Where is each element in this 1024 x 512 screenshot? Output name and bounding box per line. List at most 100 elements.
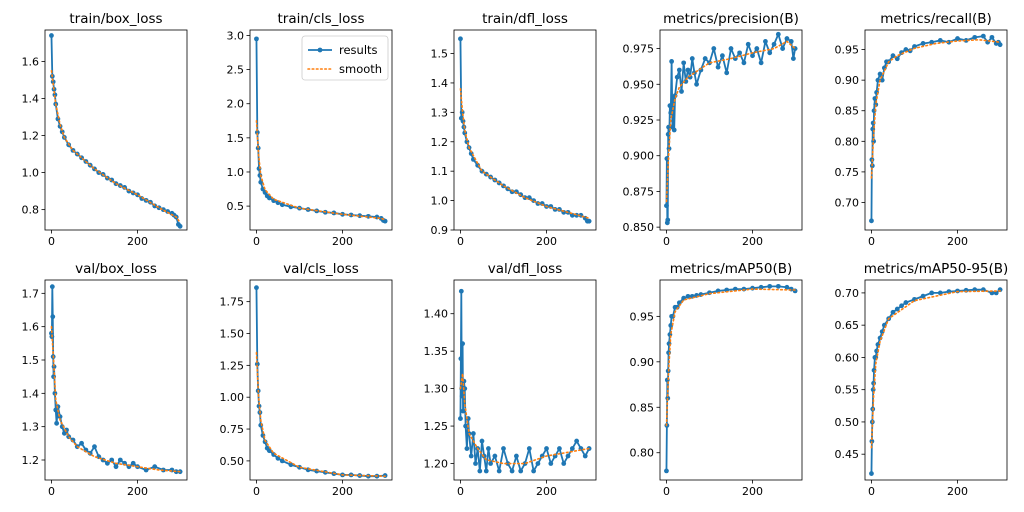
x-tick-label: 200 [332, 235, 353, 248]
results-point [117, 457, 123, 463]
results-point [468, 453, 474, 459]
results-line [50, 285, 181, 473]
results-point [715, 64, 721, 70]
results-point [664, 203, 669, 209]
results-point [557, 446, 562, 451]
results-point [459, 393, 465, 399]
smooth-line [50, 325, 181, 473]
y-tick-label: 1.2 [22, 130, 40, 143]
x-tick-label: 0 [253, 485, 260, 498]
results-point [929, 290, 935, 296]
y-tick-label: 0.975 [623, 43, 655, 56]
panel-train-box-loss: train/box_loss 0 200 0.8 1.0 1.2 1.4 1.6 [22, 11, 188, 248]
y-tick-label: 1.3 [431, 106, 449, 119]
panel-title-metrics-recall-b: metrics/recall(B) [880, 11, 992, 27]
results-point [719, 53, 725, 59]
smooth-line [255, 351, 386, 477]
results-point [869, 471, 874, 476]
results-point [784, 36, 790, 41]
results-point [569, 446, 575, 451]
y-tick-label: 1.25 [424, 420, 449, 433]
axes-frame-metrics-map50-b [659, 279, 803, 481]
panel-metrics-recall-b: metrics/recall(B) 0 200 0.70 0.75 0.80 0.85 0.9… [835, 11, 1008, 248]
panel-title-metrics-precision-b: metrics/precision(B) [663, 11, 799, 27]
results-point [877, 71, 883, 77]
y-tick-label: 0.85 [630, 401, 655, 414]
y-tick-label: 3.0 [227, 29, 245, 42]
x-tick-label: 0 [457, 235, 464, 248]
results-point [903, 300, 909, 305]
results-point [526, 446, 532, 451]
results-line [870, 35, 1001, 221]
panel-train-cls-loss: train/cls_loss 0 200 0.5 1.0 1.5 2.0 2.5 3.0 resu… [227, 11, 393, 248]
y-tick-label: 1.2 [22, 454, 40, 467]
y-tick-label: 1.5 [431, 48, 449, 61]
results-point [492, 453, 498, 459]
results-point [775, 283, 781, 289]
y-tick-label: 1.30 [424, 383, 449, 396]
results-point [479, 438, 485, 444]
results-point [460, 341, 466, 347]
x-tick-label: 200 [742, 485, 763, 498]
smooth-line [459, 373, 590, 465]
y-tick-label: 1.4 [22, 93, 40, 106]
y-tick-label: 0.85 [835, 105, 860, 118]
results-point [972, 34, 978, 40]
y-tick-label: 1.20 [424, 458, 449, 471]
results-point [671, 127, 677, 133]
axes-frame-train-box-loss [44, 29, 188, 231]
smooth-line [870, 38, 1001, 179]
results-point [775, 31, 781, 37]
results-point [790, 56, 796, 61]
results-point [518, 468, 524, 474]
panel-title-val-dfl-loss: val/dfl_loss [488, 261, 562, 277]
y-tick-label: 1.2 [431, 136, 449, 149]
results-point [989, 34, 995, 40]
x-tick-label: 0 [868, 235, 875, 248]
panel-metrics-map50-95-b: metrics/mAP50-95(B) 0 200 0.45 0.50 0.55 0.60 0… [835, 261, 1009, 498]
results-point [109, 457, 115, 463]
results-point [681, 60, 687, 66]
results-point [683, 79, 689, 84]
y-tick-label: 1.50 [220, 328, 245, 341]
smooth-line [870, 290, 1001, 449]
y-tick-label: 1.4 [22, 387, 40, 400]
results-point [771, 41, 777, 47]
y-tick-label: 0.95 [630, 310, 655, 323]
results-point [780, 46, 786, 51]
y-tick-label: 0.80 [630, 447, 655, 460]
panel-val-box-loss: val/box_loss 0 200 1.2 1.3 1.4 1.5 1.6 1.7 [22, 261, 188, 498]
results-point [758, 60, 764, 66]
results-point [143, 467, 149, 473]
y-tick-label: 1.3 [22, 421, 40, 434]
results-point [565, 453, 571, 459]
axes-frame-train-dfl-loss [453, 29, 597, 231]
results-point [582, 453, 588, 459]
results-point [279, 202, 285, 208]
results-point [458, 356, 464, 362]
results-point [890, 309, 896, 315]
results-point [113, 464, 119, 470]
y-tick-label: 1.25 [220, 359, 245, 372]
smooth-line [255, 119, 386, 221]
results-point [937, 38, 943, 43]
y-tick-label: 1.1 [431, 165, 449, 178]
y-tick-label: 1.35 [424, 345, 449, 358]
results-point [788, 39, 794, 44]
results-point [997, 42, 1003, 48]
results-point [288, 462, 294, 468]
panel-metrics-map50-b: metrics/mAP50(B) 0 200 0.80 0.85 0.90 0.95 [630, 261, 803, 498]
smooth-line [665, 288, 796, 427]
smooth-line [665, 40, 796, 203]
results-point [929, 39, 935, 45]
results-point [665, 217, 671, 223]
panel-title-metrics-map50-b: metrics/mAP50(B) [670, 261, 793, 277]
results-point [464, 446, 470, 451]
y-tick-label: 0.65 [835, 319, 860, 332]
results-point [544, 446, 549, 451]
results-point [531, 468, 537, 474]
results-point [676, 67, 682, 73]
results-point [664, 468, 669, 474]
results-point [254, 129, 260, 135]
results-point [513, 453, 519, 459]
